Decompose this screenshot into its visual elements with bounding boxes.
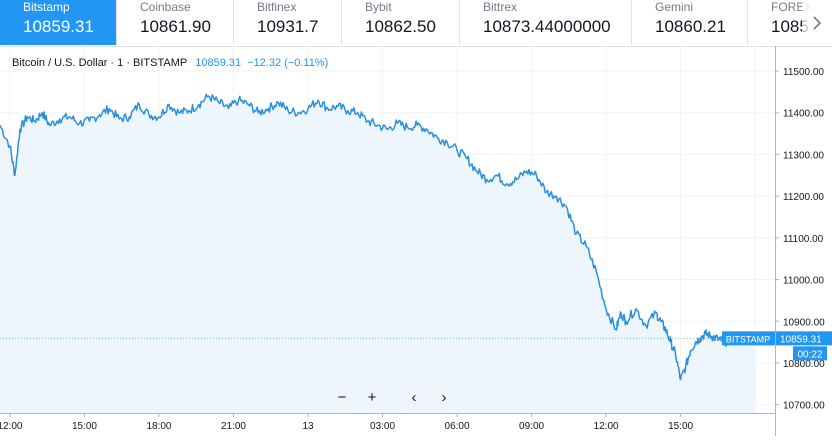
tab-exchange-name: Bitfinex — [257, 0, 297, 14]
tab-exchange-name: Bybit — [365, 0, 392, 14]
scroll-left-button[interactable]: ‹ — [403, 386, 425, 408]
y-tick-label: 11200.00 — [783, 192, 824, 203]
x-tick-label: 21:00 — [221, 421, 246, 432]
tab-price: 10873.44000000 — [483, 17, 611, 36]
tab-bybit[interactable]: Bybit 10862.50 — [342, 0, 460, 45]
tab-exchange-name: Bittrex — [483, 0, 518, 14]
tab-price: 10861.90 — [140, 17, 211, 36]
y-tick-label: 10700.00 — [783, 401, 825, 412]
exchange-price-tag — [722, 331, 775, 346]
tab-coinbase[interactable]: Coinbase 10861.90 — [117, 0, 234, 45]
legend-symbol: Bitcoin / U.S. Dollar · 1 · BITSTAMP — [12, 57, 188, 69]
x-tick-label: 09:00 — [519, 421, 544, 432]
tabs-next-button[interactable] — [802, 0, 832, 45]
legend-change: −12.32 (−0.11%) — [247, 57, 329, 69]
chart-area[interactable]: 11500.00 11400.00 11300.00 11200.00 11100.00… — [0, 46, 832, 436]
exchange-tabs: Bitstamp 10859.31 Coinbase 10861.90 Bitfinex… — [0, 0, 832, 47]
y-tick-label: 11500.00 — [783, 67, 824, 78]
y-tick-label: 11000.00 — [783, 276, 824, 287]
tab-bittrex[interactable]: Bittrex 10873.44000000 — [460, 0, 632, 45]
countdown-tag — [793, 346, 827, 361]
chevron-right-icon — [813, 15, 822, 30]
x-tick-label: 15:00 — [668, 421, 693, 432]
zoom-out-button[interactable]: − — [331, 386, 353, 408]
last-price-tag-label: 10859.31 — [780, 334, 822, 345]
x-tick-label: 15:00 — [72, 421, 97, 432]
exchange-price-tag-label: BITSTAMP — [726, 334, 770, 344]
series-line — [0, 93, 756, 381]
y-tick-label: 11300.00 — [783, 150, 824, 161]
y-tick-label: 11100.00 — [783, 234, 824, 245]
legend-last-price: 10859.31 — [195, 57, 242, 69]
tab-exchange-name: Bitstamp — [23, 0, 70, 14]
series-area-fill — [0, 94, 756, 414]
x-tick-label: 03:00 — [370, 421, 395, 432]
tab-exchange-name: Gemini — [655, 0, 694, 14]
tab-price: 10859.31 — [23, 17, 94, 36]
x-tick-label: 13 — [302, 421, 314, 432]
tab-gemini[interactable]: Gemini 10860.21 — [632, 0, 748, 45]
scroll-right-button[interactable]: › — [433, 386, 455, 408]
tab-price: 10862.50 — [365, 17, 436, 36]
tab-price: 1085 — [771, 17, 809, 36]
x-tick-label: 12:00 — [0, 421, 23, 432]
y-tick-label: 11400.00 — [783, 109, 824, 120]
y-tick-label: 10900.00 — [783, 317, 825, 328]
tab-price: 10931.7 — [257, 17, 319, 36]
y-tick-label: 10800.00 — [783, 359, 825, 370]
tab-price: 10860.21 — [655, 17, 726, 36]
tab-exchange-name: Coinbase — [140, 0, 191, 14]
scroll-controls: ‹ › — [403, 386, 455, 408]
last-price-tag — [776, 331, 832, 346]
x-tick-label: 12:00 — [594, 421, 619, 432]
tab-bitfinex[interactable]: Bitfinex 10931.7 — [234, 0, 342, 45]
countdown-tag-label: 00:22 — [797, 349, 822, 360]
x-tick-label: 06:00 — [445, 421, 470, 432]
price-chart[interactable]: 11500.00 11400.00 11300.00 11200.00 11100.00… — [0, 46, 832, 436]
tab-bitstamp[interactable]: Bitstamp 10859.31 — [0, 0, 117, 45]
zoom-controls: − + — [331, 386, 383, 408]
x-tick-label: 18:00 — [146, 421, 171, 432]
zoom-in-button[interactable]: + — [361, 386, 383, 408]
chart-legend: Bitcoin / U.S. Dollar · 1 · BITSTAMP 1085… — [12, 57, 328, 69]
